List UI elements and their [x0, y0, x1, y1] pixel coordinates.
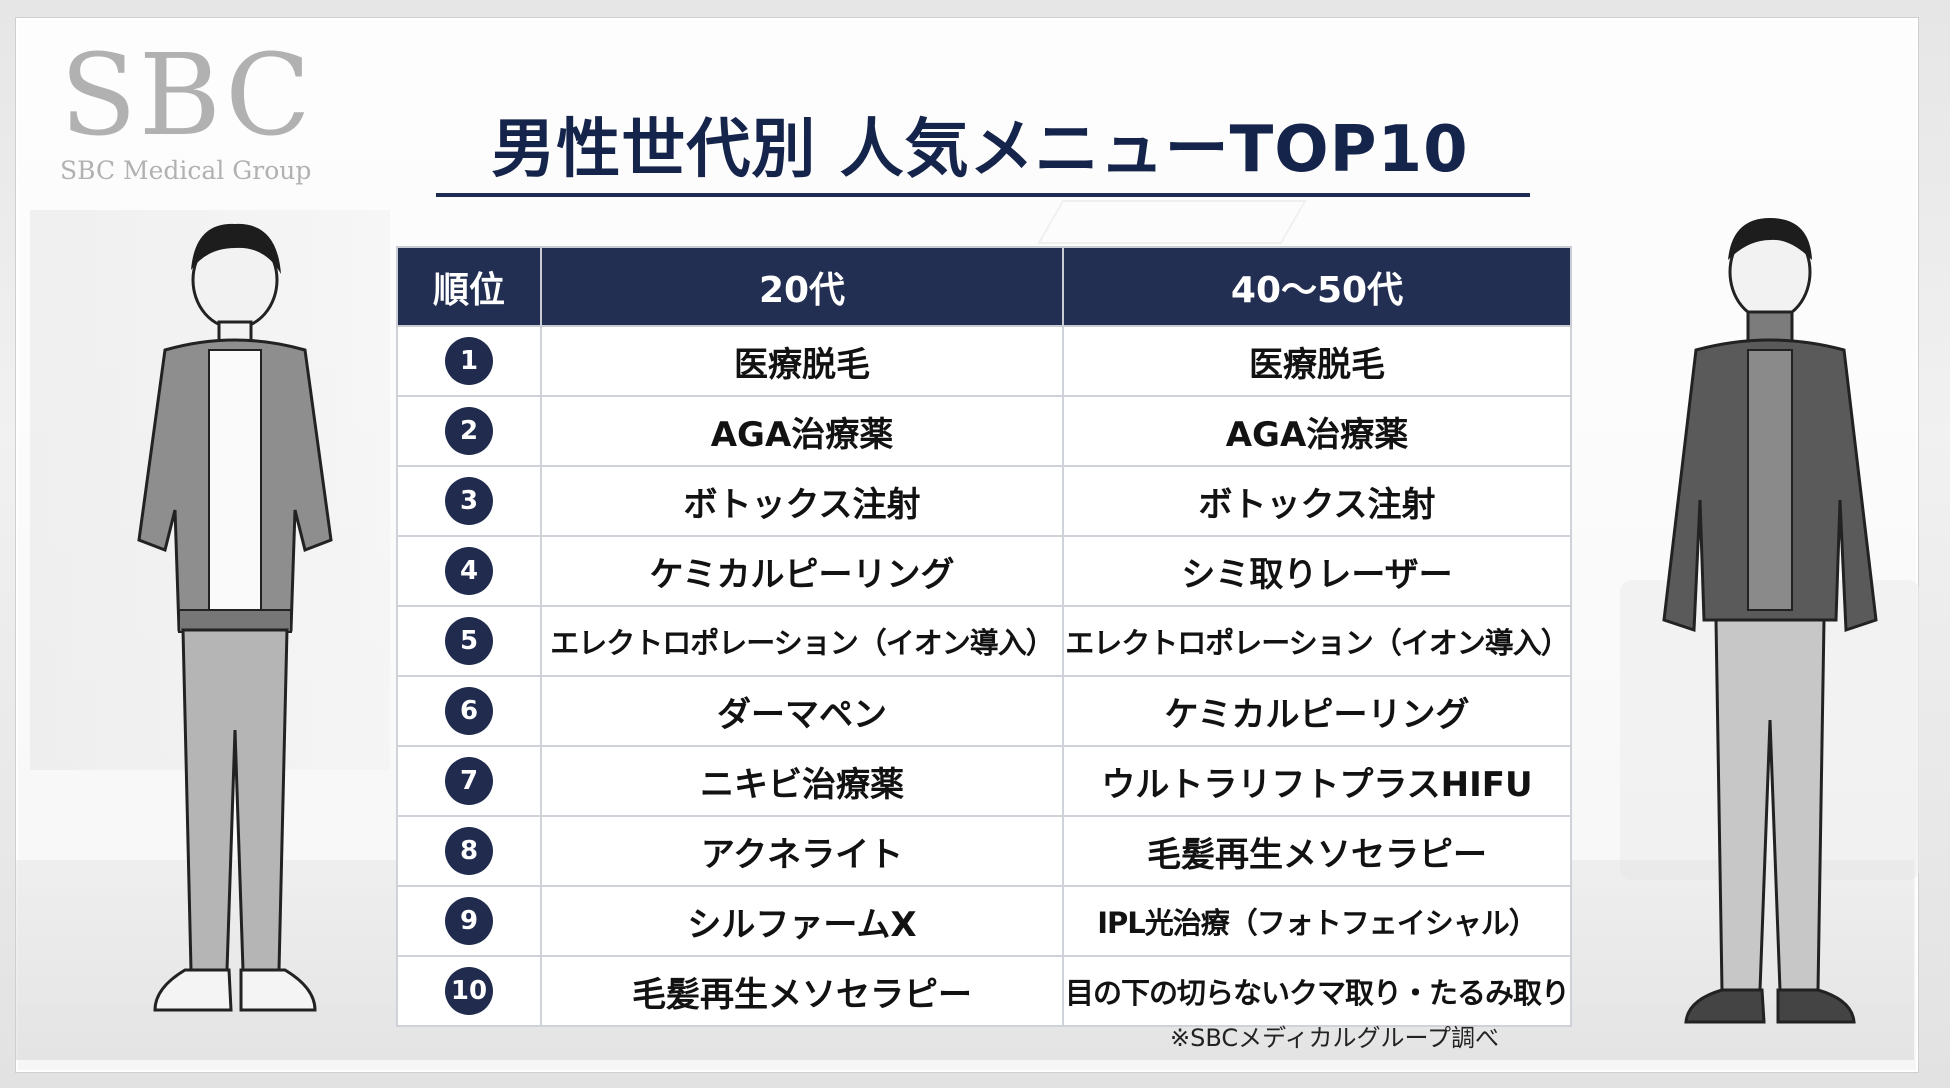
- cell-40s-50s: ボトックス注射: [1062, 465, 1572, 537]
- rank-cell: 1: [396, 325, 542, 397]
- header-20s: 20代: [540, 246, 1064, 327]
- cell-20s: 医療脱毛: [540, 325, 1064, 397]
- source-note: ※SBCメディカルグループ調べ: [1170, 1024, 1500, 1052]
- rank-badge: 3: [445, 477, 493, 525]
- cell-20s: ダーマペン: [540, 675, 1064, 747]
- cell-20s: ボトックス注射: [540, 465, 1064, 537]
- page-title: 男性世代別 人気メニューTOP10: [491, 113, 1469, 187]
- rank-cell: 10: [396, 955, 542, 1027]
- rank-badge: 9: [445, 897, 493, 945]
- table-row: 5 エレクトロポレーション（イオン導入） エレクトロポレーション（イオン導入）: [396, 605, 1572, 677]
- table-row: 10 毛髪再生メソセラピー 目の下の切らないクマ取り・たるみ取り: [396, 955, 1572, 1027]
- rank-badge: 4: [445, 547, 493, 595]
- logo-mark: SBC: [60, 31, 313, 161]
- table-row: 7 ニキビ治療薬 ウルトラリフトプラスHIFU: [396, 745, 1572, 817]
- table-row: 1 医療脱毛 医療脱毛: [396, 325, 1572, 397]
- rank-cell: 2: [396, 395, 542, 467]
- header-40s-50s: 40〜50代: [1062, 246, 1572, 327]
- header-rank: 順位: [396, 246, 542, 327]
- table-row: 2 AGA治療薬 AGA治療薬: [396, 395, 1572, 467]
- table-row: 8 アクネライト 毛髪再生メソセラピー: [396, 815, 1572, 887]
- cell-40s-50s: 目の下の切らないクマ取り・たるみ取り: [1062, 955, 1572, 1027]
- cell-40s-50s: 医療脱毛: [1062, 325, 1572, 397]
- table-row: 3 ボトックス注射 ボトックス注射: [396, 465, 1572, 537]
- cell-20s: ケミカルピーリング: [540, 535, 1064, 607]
- cell-40s-50s: エレクトロポレーション（イオン導入）: [1062, 605, 1572, 677]
- cell-20s: エレクトロポレーション（イオン導入）: [540, 605, 1064, 677]
- middle-aged-man-illustration: [1662, 218, 1878, 1024]
- young-man-illustration: [137, 223, 333, 1012]
- rank-badge: 10: [445, 967, 493, 1015]
- rank-cell: 6: [396, 675, 542, 747]
- rank-cell: 3: [396, 465, 542, 537]
- cell-20s: ニキビ治療薬: [540, 745, 1064, 817]
- ceiling-light: [1037, 200, 1307, 244]
- rank-cell: 4: [396, 535, 542, 607]
- cell-20s: シルファームX: [540, 885, 1064, 957]
- rank-cell: 5: [396, 605, 542, 677]
- cell-40s-50s: AGA治療薬: [1062, 395, 1572, 467]
- rank-badge: 7: [445, 757, 493, 805]
- table-row: 4 ケミカルピーリング シミ取りレーザー: [396, 535, 1572, 607]
- title-underline: [436, 193, 1530, 197]
- rank-cell: 9: [396, 885, 542, 957]
- logo-subtitle: SBC Medical Group: [60, 156, 312, 185]
- sbc-logo: SBC SBC Medical Group: [60, 40, 320, 185]
- cell-40s-50s: ウルトラリフトプラスHIFU: [1062, 745, 1572, 817]
- table-header-row: 順位 20代 40〜50代: [396, 246, 1572, 327]
- table-row: 9 シルファームX IPL光治療（フォトフェイシャル）: [396, 885, 1572, 957]
- cell-40s-50s: ケミカルピーリング: [1062, 675, 1572, 747]
- cell-40s-50s: 毛髪再生メソセラピー: [1062, 815, 1572, 887]
- cell-20s: アクネライト: [540, 815, 1064, 887]
- rank-badge: 5: [445, 617, 493, 665]
- cell-20s: 毛髪再生メソセラピー: [540, 955, 1064, 1027]
- ranking-table: 順位 20代 40〜50代 1 医療脱毛 医療脱毛 2 AGA治療薬 AGA治療…: [396, 246, 1572, 1027]
- rank-badge: 2: [445, 407, 493, 455]
- rank-badge: 1: [445, 337, 493, 385]
- cell-40s-50s: シミ取りレーザー: [1062, 535, 1572, 607]
- cell-40s-50s: IPL光治療（フォトフェイシャル）: [1062, 885, 1572, 957]
- rank-cell: 8: [396, 815, 542, 887]
- cell-20s: AGA治療薬: [540, 395, 1064, 467]
- table-row: 6 ダーマペン ケミカルピーリング: [396, 675, 1572, 747]
- rank-badge: 6: [445, 687, 493, 735]
- rank-badge: 8: [445, 827, 493, 875]
- rank-cell: 7: [396, 745, 542, 817]
